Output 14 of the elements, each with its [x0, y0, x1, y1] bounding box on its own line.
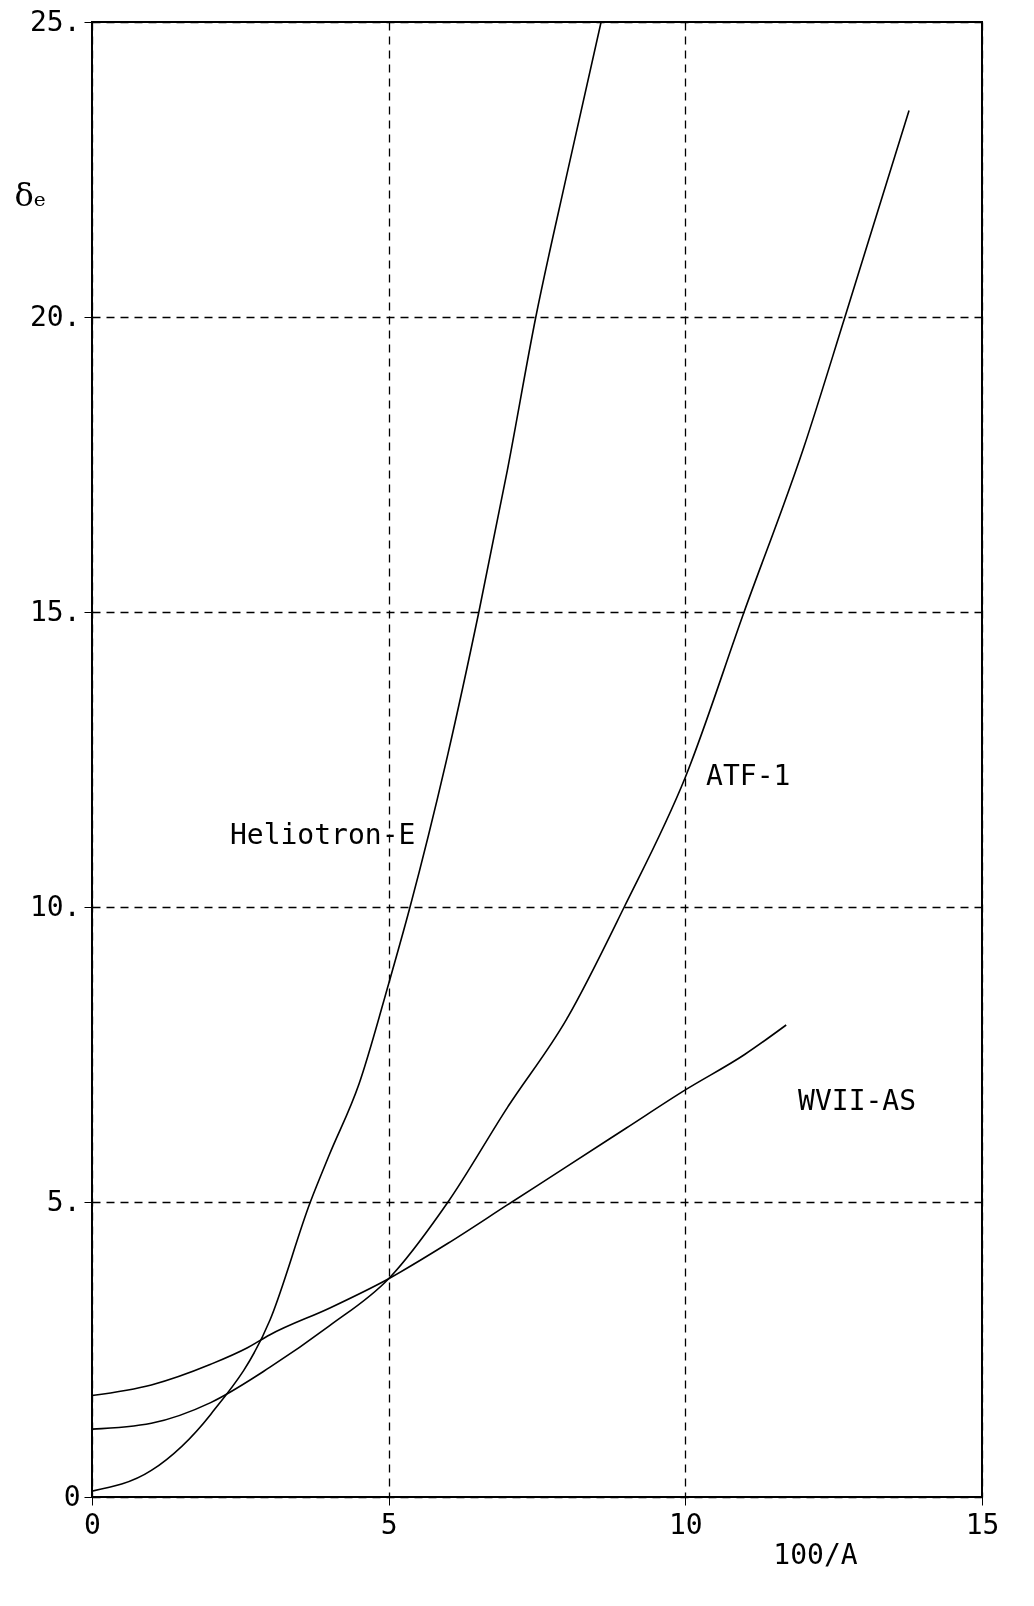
y-tick-label: 10.	[29, 889, 81, 923]
y-tick-label: 15.	[29, 594, 81, 628]
series-label: Heliotron-E	[229, 818, 416, 852]
x-tick-label: 10	[668, 1507, 703, 1541]
x-tick-label: 5	[380, 1507, 398, 1541]
y-axis-title: δₑ	[14, 175, 47, 214]
x-axis-title: 100/A	[773, 1537, 858, 1571]
y-tick-label: 25.	[29, 4, 81, 38]
series-label: WVII-AS	[798, 1083, 917, 1117]
y-tick-label: 20.	[29, 299, 81, 333]
x-tick-label: 15	[965, 1507, 1000, 1541]
y-tick-label: 0	[63, 1479, 81, 1513]
series-label: ATF-1	[706, 759, 791, 793]
y-tick-label: 5.	[46, 1184, 81, 1218]
